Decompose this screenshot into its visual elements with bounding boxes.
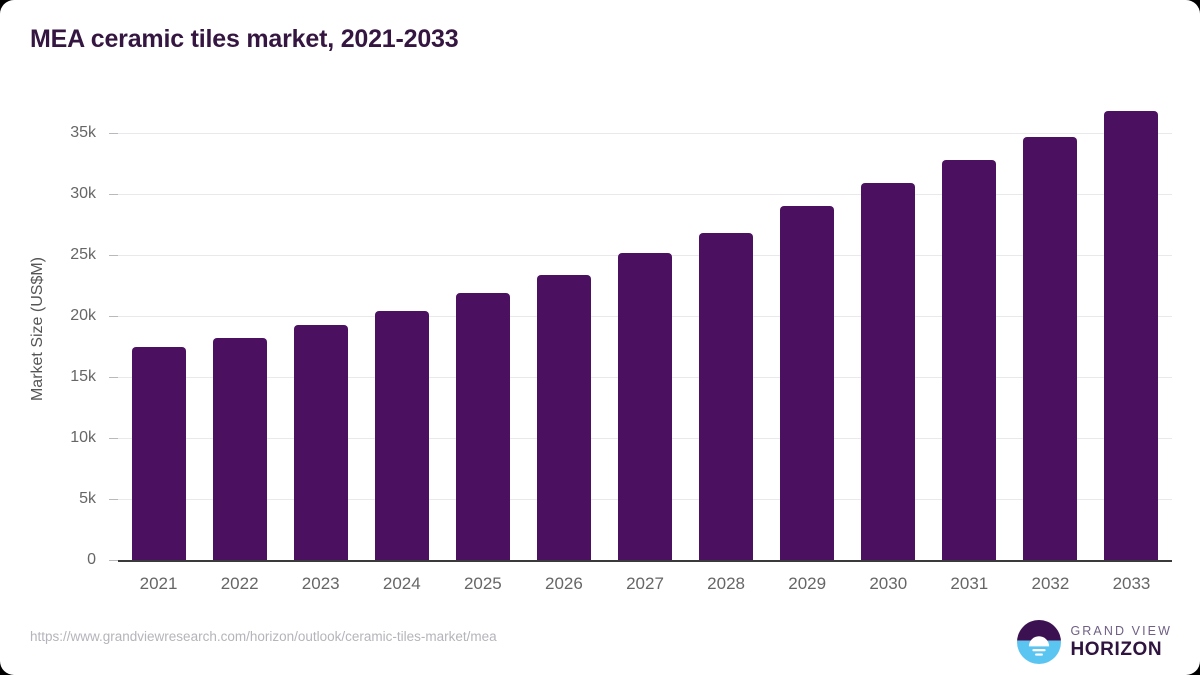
y-axis-tick-mark (109, 438, 118, 439)
y-axis-tick-mark (109, 255, 118, 256)
y-axis-tick-label: 20k (70, 307, 96, 324)
logo-line-grand-view: GRAND VIEW (1070, 624, 1172, 638)
bar-slot (767, 133, 848, 560)
x-axis-tick-label: 2032 (1031, 574, 1070, 593)
bar-series (118, 111, 1172, 560)
y-axis-tick-mark (109, 133, 118, 134)
bar-2028[interactable] (699, 233, 754, 560)
y-axis-tick-mark (109, 560, 118, 561)
bar-slot (361, 133, 442, 560)
y-axis-tick-mark (109, 499, 118, 500)
x-axis-tick-label: 2024 (382, 574, 421, 593)
x-axis-tick-label: 2025 (463, 574, 502, 593)
gridline (118, 133, 1172, 134)
bar-2030[interactable] (861, 183, 916, 560)
bar-2024[interactable] (374, 310, 429, 560)
bar-slot (523, 133, 604, 560)
y-axis-tick-mark (109, 194, 118, 195)
x-axis-tick-label: 2026 (545, 574, 583, 593)
gridline (118, 194, 1172, 195)
x-axis-line (118, 560, 1172, 562)
x-axis-tick-label: 2033 (1112, 574, 1151, 593)
y-axis-tick-mark (109, 377, 118, 378)
bar-slot (1091, 111, 1172, 560)
grand-view-horizon-logo[interactable]: GRAND VIEW HORIZON (1017, 619, 1172, 665)
logo-line-horizon: HORIZON (1070, 639, 1163, 660)
x-axis-tick-label: 2027 (626, 574, 664, 593)
bar-2032[interactable] (1023, 136, 1078, 560)
bar-2023[interactable] (293, 325, 348, 560)
x-axis-tick-label: 2023 (301, 574, 340, 593)
horizon-circle-icon (1017, 620, 1062, 664)
bar-2031[interactable] (942, 159, 997, 560)
x-axis-tick-label: 2022 (220, 574, 259, 593)
bar-2029[interactable] (780, 206, 835, 560)
bar-2022[interactable] (212, 337, 267, 560)
bar-slot (1010, 133, 1091, 560)
bar-2026[interactable] (536, 274, 591, 560)
bar-slot (929, 133, 1010, 560)
x-axis-tick-label: 2030 (869, 574, 908, 593)
y-axis-tick-label: 30k (70, 185, 96, 202)
bar-slot (118, 133, 199, 560)
x-axis-tick-labels: 2021 2022 2023 2024 2025 2026 2027 2028 2029 2030… (118, 570, 1172, 600)
x-axis-tick-label: 2028 (707, 574, 745, 593)
bar-2025[interactable] (455, 293, 510, 560)
y-axis-tick-label: 15k (70, 368, 96, 385)
bar-2027[interactable] (618, 252, 672, 560)
bar-slot (848, 133, 929, 560)
y-axis-tick-label: 10k (70, 429, 96, 446)
bar-slot (442, 133, 523, 560)
y-axis-tick-label: 35k (70, 124, 96, 141)
y-axis-tick-label: 25k (70, 246, 96, 263)
y-axis-tick-label: 0 (87, 551, 96, 568)
bar-2021[interactable] (131, 346, 186, 560)
y-axis-tick-label: 5k (79, 490, 96, 507)
x-axis-tick-label: 2029 (788, 574, 827, 593)
y-axis-tick-mark (109, 316, 118, 317)
bar-slot (686, 133, 767, 560)
bar-slot (604, 133, 685, 560)
logo-wordmark: GRAND VIEW HORIZON (1070, 624, 1172, 660)
bar-slot (199, 133, 280, 560)
page-title: MEA ceramic tiles market, 2021-2033 (30, 25, 459, 53)
bar-2033[interactable] (1104, 111, 1159, 560)
x-axis-tick-label: 2031 (950, 574, 989, 593)
source-url[interactable]: https://www.grandviewresearch.com/horizo… (30, 629, 497, 644)
bar-slot (280, 133, 361, 560)
x-axis-tick-label: 2021 (139, 574, 178, 593)
